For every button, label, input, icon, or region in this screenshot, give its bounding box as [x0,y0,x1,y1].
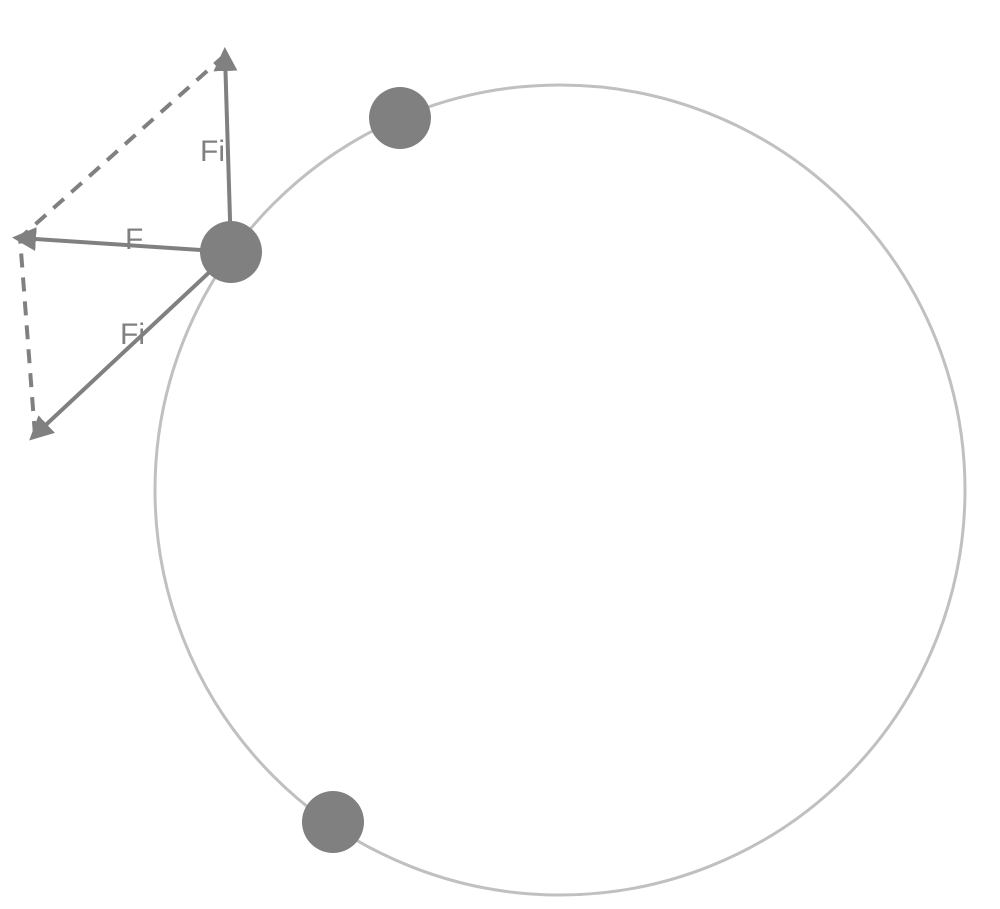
vector-dashed_lower [20,238,35,435]
label-0: F [125,223,143,257]
node-1 [369,87,431,149]
vector-dashed_upper [20,55,225,238]
node-2 [302,791,364,853]
node-0 [200,221,262,283]
diagram-canvas [0,0,1000,909]
label-2: Fi [120,318,145,352]
label-1: Fi [200,135,225,169]
main-circle [155,85,965,895]
